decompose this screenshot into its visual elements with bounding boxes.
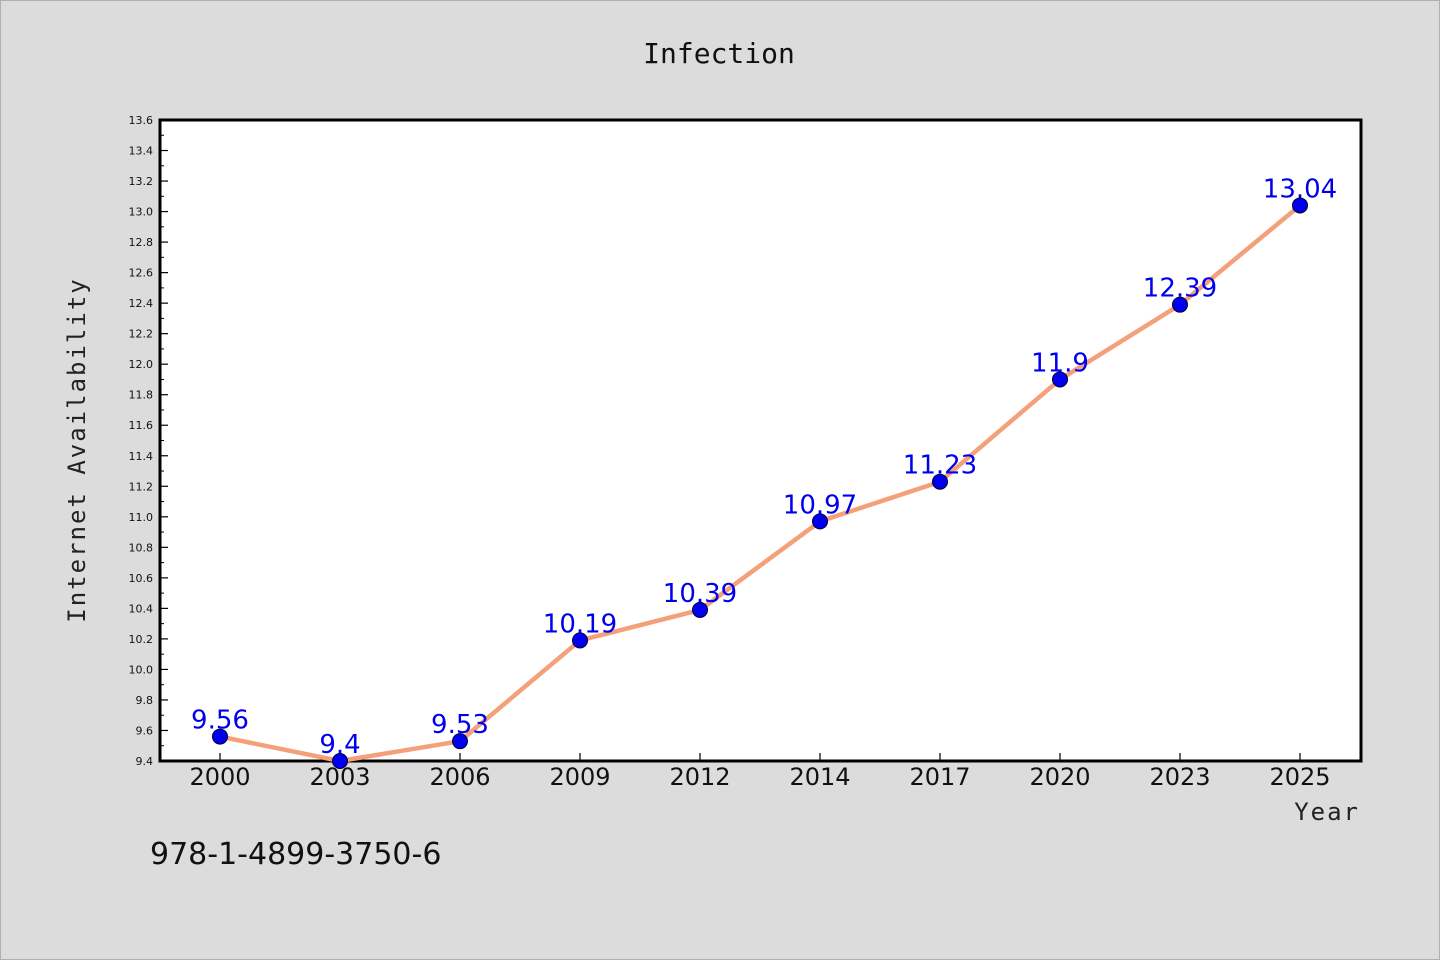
- x-tick-label: 2012: [669, 763, 730, 791]
- data-label: 9.4: [319, 730, 360, 760]
- data-point: [1172, 296, 1188, 313]
- data-labels: 9.56 9.4 9.53 10.19 10.39 10.97 11.23 11.9 12.39…: [191, 174, 1337, 760]
- y-tick-label: 10.0: [129, 663, 154, 676]
- data-label: 10.97: [783, 490, 857, 520]
- y-tick-label: 13.0: [129, 206, 154, 219]
- data-point: [452, 733, 468, 750]
- y-tick-label: 10.8: [129, 541, 154, 554]
- chart-title: Infection: [643, 37, 795, 70]
- plot-area: [158, 118, 1363, 763]
- y-axis: 9.4 9.6 9.8 10.0 10.2 10.4 10.6 10.8 11.0 11.2 11.…: [129, 114, 168, 768]
- y-tick-label: 11.6: [129, 419, 154, 432]
- data-label: 11.23: [903, 451, 977, 481]
- y-tick-label: 13.4: [129, 145, 154, 158]
- y-tick-label: 10.6: [129, 572, 154, 585]
- data-point: [212, 728, 228, 745]
- data-label: 13.04: [1263, 174, 1337, 204]
- x-tick-label: 2014: [789, 763, 850, 791]
- x-tick-label: 2020: [1029, 763, 1090, 791]
- data-markers: [212, 197, 1308, 769]
- data-label: 9.56: [191, 706, 249, 736]
- y-tick-label: 11.2: [129, 480, 154, 493]
- y-tick-label: 12.6: [129, 267, 154, 280]
- x-tick-label: 2006: [429, 763, 490, 791]
- data-label: 12.39: [1143, 274, 1217, 304]
- data-point: [692, 601, 708, 618]
- isbn-annotation: 978-1-4899-3750-6: [150, 837, 441, 872]
- data-point: [332, 753, 348, 769]
- data-label: 9.53: [431, 710, 489, 740]
- y-tick-label: 12.0: [129, 358, 154, 371]
- data-label: 10.39: [663, 579, 737, 609]
- x-tick-label: 2025: [1269, 763, 1330, 791]
- data-label: 11.9: [1031, 348, 1089, 378]
- y-tick-label: 9.6: [136, 724, 154, 737]
- x-tick-label: 2023: [1149, 763, 1210, 791]
- x-tick-label: 2009: [549, 763, 610, 791]
- y-tick-label: 11.8: [129, 389, 154, 402]
- y-tick-label: 10.4: [129, 602, 154, 615]
- data-point: [572, 632, 588, 649]
- y-tick-label: 12.8: [129, 236, 154, 249]
- y-tick-label: 9.4: [136, 755, 154, 768]
- y-tick-label: 12.4: [129, 297, 154, 310]
- data-point: [932, 473, 948, 490]
- x-tick-label: 2000: [189, 763, 250, 791]
- data-label: 10.19: [543, 609, 617, 639]
- y-tick-label: 11.4: [129, 450, 154, 463]
- y-tick-label: 9.8: [136, 694, 154, 707]
- y-tick-label: 11.0: [129, 511, 154, 524]
- y-tick-label: 13.2: [129, 175, 154, 188]
- x-tick-label: 2017: [909, 763, 970, 791]
- y-tick-label: 10.2: [129, 633, 154, 646]
- data-point: [1052, 371, 1068, 388]
- y-tick-label: 12.2: [129, 328, 154, 341]
- y-tick-label: 13.6: [129, 114, 154, 127]
- data-point: [812, 513, 828, 530]
- data-point: [1292, 197, 1308, 214]
- x-axis-label: Year: [1294, 798, 1360, 826]
- y-axis-label: Internet Availability: [63, 277, 91, 622]
- series-line: [219, 203, 1302, 764]
